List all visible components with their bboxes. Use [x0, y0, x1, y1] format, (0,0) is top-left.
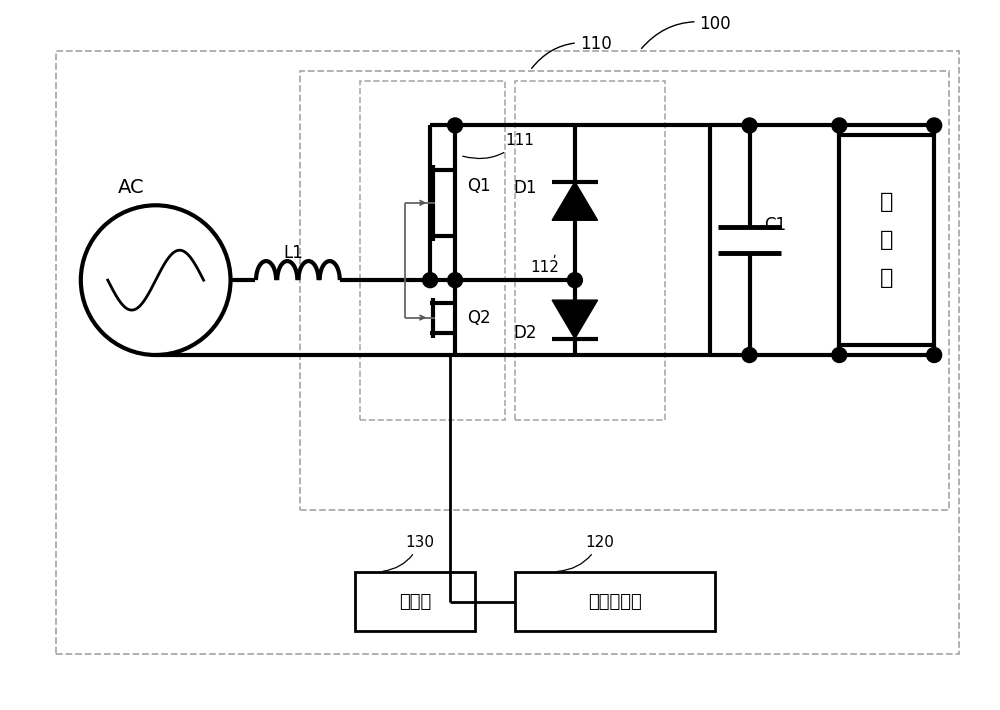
Text: Q1: Q1 — [467, 177, 491, 195]
Text: 111: 111 — [463, 133, 534, 158]
Bar — [360, 80, 505, 420]
Circle shape — [832, 347, 847, 363]
Circle shape — [927, 118, 942, 133]
Text: D1: D1 — [513, 179, 536, 197]
Text: 130: 130 — [383, 535, 434, 572]
Bar — [56, 50, 959, 655]
Bar — [515, 80, 665, 420]
Circle shape — [832, 118, 847, 133]
Text: 100: 100 — [642, 15, 731, 48]
Text: 缩: 缩 — [880, 230, 893, 250]
Text: 120: 120 — [558, 535, 614, 572]
Circle shape — [742, 118, 757, 133]
Text: AC: AC — [117, 178, 144, 197]
Bar — [839, 136, 934, 345]
Text: 110: 110 — [532, 35, 612, 68]
Circle shape — [448, 118, 463, 133]
Text: L1: L1 — [283, 244, 303, 262]
Bar — [355, 572, 475, 631]
Bar — [300, 70, 949, 510]
Circle shape — [927, 347, 942, 363]
Circle shape — [448, 273, 463, 288]
Circle shape — [423, 273, 438, 288]
Bar — [515, 572, 715, 631]
Polygon shape — [552, 300, 598, 339]
Circle shape — [742, 347, 757, 363]
Polygon shape — [552, 182, 598, 220]
Text: Q2: Q2 — [467, 309, 491, 327]
Text: 112: 112 — [530, 255, 559, 275]
Text: C1: C1 — [764, 217, 787, 234]
Text: 控制器: 控制器 — [399, 593, 431, 611]
Text: 温度检测器: 温度检测器 — [588, 593, 642, 611]
Circle shape — [567, 273, 582, 288]
Text: 压: 压 — [880, 192, 893, 212]
Text: 机: 机 — [880, 268, 893, 288]
Text: D2: D2 — [513, 324, 536, 342]
